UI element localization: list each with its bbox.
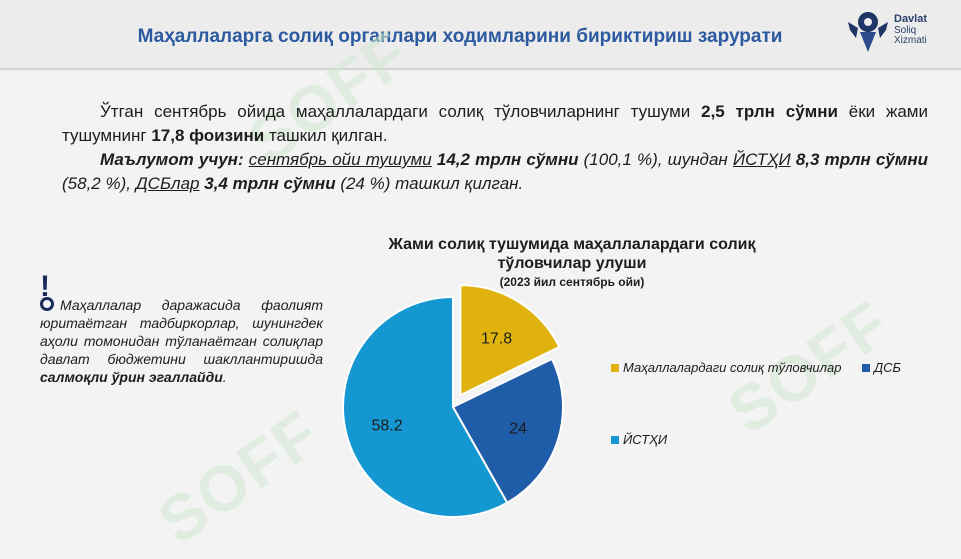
p1-text: ташкил қилган.	[264, 126, 388, 145]
chart-subtitle: (2023 йил сентябрь ойи)	[499, 275, 645, 289]
p2-term: ДСБлар	[135, 174, 200, 193]
p1-share: 17,8 фоизини	[151, 126, 265, 145]
info-label: Маълумот учун:	[100, 150, 244, 169]
p2-term: ЙСТҲИ	[732, 150, 791, 169]
logo-text-line3: Xizmati	[894, 35, 927, 46]
p2-amount: 8,3 трлн сўмни	[795, 150, 928, 169]
note-text: Маҳаллалар даражасида фаолият юритаётган…	[40, 296, 323, 386]
p2-text: (24 %) ташкил қилган.	[335, 174, 524, 193]
p2-amount: 14,2 трлн сўмни	[436, 150, 579, 169]
header-bar: Маҳаллаларга солиқ органлари ходимларини…	[0, 0, 961, 70]
eagle-logo-icon	[848, 12, 888, 52]
slice-data-label: 17.8	[481, 330, 512, 347]
pie-slice	[459, 284, 561, 397]
legend-item: ЙСТҲИ	[611, 432, 667, 447]
logo: Davlat Soliq Xizmati	[846, 8, 950, 58]
pie-slice	[451, 357, 564, 505]
legend-swatch	[611, 364, 619, 372]
p1-amount: 2,5 трлн сўмни	[701, 102, 838, 121]
note-body: Маҳаллалар даражасида фаолият юритаётган…	[40, 297, 323, 367]
chart-title: Жами солиқ тушумида маҳаллалардаги солиқ…	[388, 236, 756, 272]
legend-swatch	[862, 364, 870, 372]
slice-data-label: 58.2	[371, 417, 402, 434]
p1-text: ёки жами тушумнинг	[62, 102, 928, 145]
summary-paragraph: Ўтган сентябрь ойида маҳаллалардаги соли…	[62, 100, 928, 196]
p2-text: сентябрь ойи тушуми	[248, 150, 432, 169]
bullet-ring-icon	[40, 297, 54, 311]
legend-label: ДСБ	[874, 360, 902, 375]
p2-amount: 3,4 трлн сўмни	[204, 174, 336, 193]
pie-slice	[342, 295, 509, 518]
p1-text: Ўтган сентябрь ойида маҳаллалардаги соли…	[100, 102, 702, 121]
note-body: .	[222, 369, 227, 385]
p2-text: (58,2 %),	[62, 174, 136, 193]
pie-chart: 17.8 24 58.2	[342, 284, 564, 518]
legend-swatch	[611, 436, 619, 444]
note-emphasis: салмоқли ўрин эгаллайди	[40, 369, 223, 385]
logo-text-line1: Davlat	[894, 13, 928, 25]
slice-data-label: 24	[509, 420, 527, 437]
logo-text-line2: Soliq	[894, 25, 917, 36]
legend-item: Маҳаллалардаги солиқ тўловчилар	[611, 360, 841, 375]
p2-text: (100,1 %), шундан	[578, 150, 733, 169]
legend-label: ЙСТҲИ	[623, 432, 668, 447]
exclamation-icon: !	[40, 270, 50, 303]
page-title: Маҳаллаларга солиқ органлари ходимларини…	[137, 26, 783, 47]
legend-item: ДСБ	[862, 360, 901, 375]
legend-label: Маҳаллалардаги солиқ тўловчилар	[623, 360, 842, 375]
